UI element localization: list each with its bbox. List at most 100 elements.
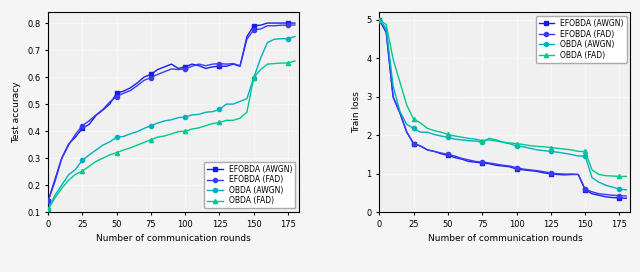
OBDA (FAD) [527,144,534,147]
OBDA (FAD) [51,196,59,200]
OBDA (FAD) [403,104,411,107]
OBDA (FAD) [609,174,616,178]
OBDA (FAD) [271,62,278,65]
EFOBDA (FAD) [264,24,271,27]
OBDA (FAD) [161,134,168,138]
EFOBDA (FAD) [120,92,127,95]
EFOBDA (AWGN) [72,135,79,139]
Line: EFOBDA (FAD): EFOBDA (FAD) [46,23,297,203]
EFOBDA (AWGN) [588,192,596,195]
EFOBDA (FAD) [209,63,216,66]
OBDA (AWGN) [195,113,203,116]
EFOBDA (AWGN) [284,21,292,25]
EFOBDA (FAD) [133,84,141,87]
OBDA (FAD) [175,130,182,133]
EFOBDA (AWGN) [113,92,120,95]
OBDA (AWGN) [595,181,603,184]
Line: OBDA (FAD): OBDA (FAD) [46,59,297,212]
OBDA (FAD) [554,147,561,150]
OBDA (AWGN) [188,113,196,116]
EFOBDA (FAD) [229,62,237,65]
EFOBDA (FAD) [444,153,452,156]
OBDA (FAD) [492,140,500,143]
EFOBDA (AWGN) [520,168,527,172]
OBDA (AWGN) [85,153,93,156]
OBDA (FAD) [376,18,383,21]
EFOBDA (AWGN) [451,156,459,159]
OBDA (AWGN) [554,151,561,154]
EFOBDA (FAD) [147,76,155,79]
EFOBDA (FAD) [277,24,285,27]
EFOBDA (FAD) [513,166,520,169]
EFOBDA (AWGN) [99,109,107,112]
OBDA (FAD) [236,116,244,120]
OBDA (AWGN) [424,131,431,134]
EFOBDA (AWGN) [51,178,59,181]
EFOBDA (AWGN) [106,103,113,106]
EFOBDA (AWGN) [437,152,445,155]
OBDA (AWGN) [65,173,72,177]
Y-axis label: Train loss: Train loss [352,91,361,133]
OBDA (AWGN) [223,103,230,106]
OBDA (AWGN) [602,184,609,187]
OBDA (AWGN) [133,130,141,133]
OBDA (AWGN) [547,150,555,153]
OBDA (FAD) [561,147,568,151]
EFOBDA (AWGN) [444,154,452,157]
EFOBDA (AWGN) [472,160,479,164]
EFOBDA (AWGN) [568,173,575,176]
EFOBDA (AWGN) [458,157,465,161]
EFOBDA (FAD) [506,164,513,168]
OBDA (AWGN) [472,140,479,143]
OBDA (AWGN) [616,187,623,191]
OBDA (FAD) [277,61,285,65]
OBDA (FAD) [547,146,555,149]
EFOBDA (AWGN) [595,194,603,197]
EFOBDA (AWGN) [376,18,383,21]
EFOBDA (FAD) [113,95,120,98]
OBDA (AWGN) [284,37,292,40]
OBDA (AWGN) [202,111,209,114]
OBDA (AWGN) [264,41,271,44]
OBDA (FAD) [113,151,120,154]
EFOBDA (AWGN) [147,73,155,76]
EFOBDA (AWGN) [561,173,568,177]
EFOBDA (AWGN) [181,65,189,69]
OBDA (AWGN) [403,123,411,126]
OBDA (AWGN) [513,144,520,148]
OBDA (FAD) [209,122,216,125]
Line: OBDA (FAD): OBDA (FAD) [378,18,628,178]
OBDA (AWGN) [581,154,589,158]
OBDA (FAD) [472,137,479,141]
OBDA (FAD) [430,129,438,132]
EFOBDA (FAD) [181,67,189,71]
OBDA (FAD) [568,148,575,152]
EFOBDA (AWGN) [403,131,411,134]
OBDA (AWGN) [147,124,155,127]
OBDA (AWGN) [410,127,417,130]
OBDA (AWGN) [588,176,596,179]
OBDA (FAD) [72,173,79,176]
EFOBDA (FAD) [161,70,168,73]
EFOBDA (FAD) [527,168,534,172]
EFOBDA (FAD) [85,119,93,122]
EFOBDA (AWGN) [291,21,299,25]
OBDA (FAD) [410,118,417,121]
EFOBDA (FAD) [623,194,630,198]
EFOBDA (AWGN) [140,75,148,79]
EFOBDA (AWGN) [257,24,264,27]
EFOBDA (AWGN) [554,173,561,176]
OBDA (FAD) [588,168,596,172]
EFOBDA (FAD) [616,194,623,197]
OBDA (FAD) [195,126,203,129]
EFOBDA (FAD) [243,38,251,41]
OBDA (AWGN) [389,84,397,88]
OBDA (FAD) [424,127,431,130]
OBDA (AWGN) [243,97,251,100]
EFOBDA (FAD) [458,157,465,160]
EFOBDA (AWGN) [575,173,582,176]
OBDA (FAD) [595,173,603,176]
EFOBDA (FAD) [403,131,411,134]
EFOBDA (AWGN) [120,89,127,93]
EFOBDA (FAD) [92,113,100,116]
